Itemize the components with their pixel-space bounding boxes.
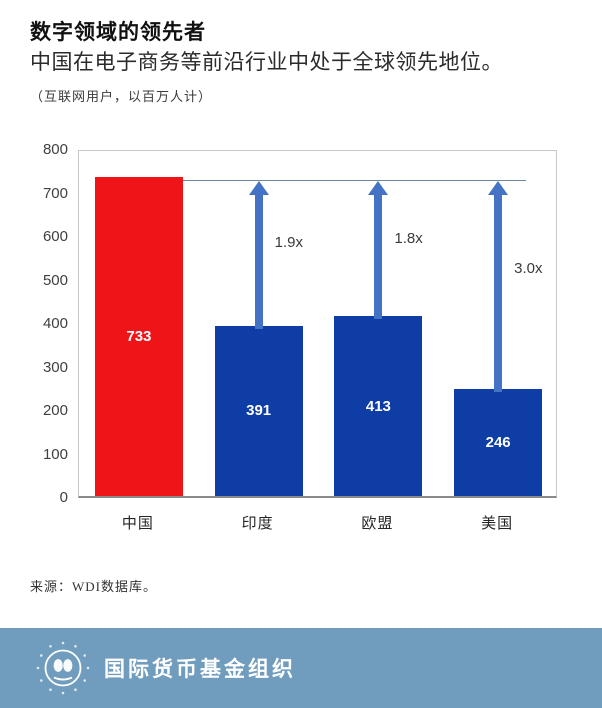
arrow-head-icon bbox=[248, 181, 269, 196]
x-axis: 中国 印度 欧盟 美国 bbox=[78, 506, 557, 536]
reference-line bbox=[182, 180, 526, 182]
bar-value-label: 733 bbox=[126, 328, 152, 346]
y-tick-label: 700 bbox=[42, 184, 68, 202]
x-category-label: 欧盟 bbox=[361, 515, 394, 532]
y-tick-label: 600 bbox=[42, 228, 68, 245]
bar-value-label: 391 bbox=[246, 402, 272, 420]
x-category-label: 印度 bbox=[241, 515, 274, 532]
y-axis: 800 700 600 500 400 300 200 100 0 bbox=[0, 141, 68, 506]
y-tick-label: 400 bbox=[42, 315, 68, 332]
y-tick-label: 0 bbox=[59, 489, 68, 506]
arrow-shaft bbox=[374, 195, 383, 320]
source-note: 来源：WDI数据库。 bbox=[30, 579, 157, 594]
comparison-arrow-印度 bbox=[248, 181, 269, 329]
y-tick-label: 800 bbox=[42, 141, 68, 158]
unit-note: （互联网用户，以百万人计） bbox=[30, 89, 213, 104]
bar-印度: 391 bbox=[214, 325, 303, 496]
imf-seal-icon bbox=[36, 641, 90, 695]
arrow-head-icon bbox=[368, 181, 389, 196]
x-category-label: 美国 bbox=[481, 515, 514, 532]
multiplier-label: 1.8x bbox=[394, 229, 423, 247]
arrow-head-icon bbox=[488, 181, 509, 196]
y-tick-label: 200 bbox=[42, 402, 68, 419]
arrow-shaft bbox=[254, 195, 263, 329]
x-category-label: 中国 bbox=[121, 515, 154, 532]
footer: 国际货币基金组织 bbox=[0, 628, 602, 708]
y-tick-label: 100 bbox=[42, 445, 68, 463]
bar-中国: 733 bbox=[94, 177, 183, 496]
page-title: 数字领域的领先者 bbox=[30, 20, 206, 44]
y-tick-label: 500 bbox=[42, 271, 68, 289]
bar-美国: 246 bbox=[454, 389, 543, 496]
imf-org-name: 国际货币基金组织 bbox=[104, 658, 296, 681]
multiplier-label: 1.9x bbox=[274, 233, 303, 251]
y-tick-label: 300 bbox=[42, 358, 68, 376]
bar-value-label: 413 bbox=[365, 397, 391, 415]
comparison-arrow-美国 bbox=[488, 181, 509, 392]
bar-欧盟: 413 bbox=[334, 316, 423, 496]
arrow-shaft bbox=[494, 195, 503, 392]
plot-area: 733 391 1.9x 413 1.8x 246 3.0x bbox=[78, 150, 557, 498]
comparison-arrow-欧盟 bbox=[368, 181, 389, 320]
bar-value-label: 246 bbox=[485, 434, 511, 451]
multiplier-label: 3.0x bbox=[514, 260, 543, 278]
chart-subtitle: 中国在电子商务等前沿行业中处于全球领先地位。 bbox=[30, 50, 503, 74]
